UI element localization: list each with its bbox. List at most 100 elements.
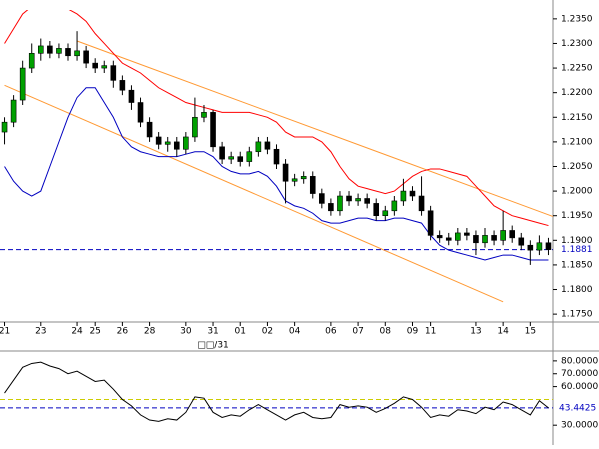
- x-tick-label: 26: [117, 327, 129, 337]
- candle-body: [328, 203, 334, 212]
- candle-body: [373, 203, 380, 217]
- candle-body: [56, 48, 62, 54]
- x-tick-label: 25: [89, 327, 100, 337]
- current-price-box: [555, 243, 599, 256]
- x-tick-label: 15: [525, 327, 536, 337]
- y-tick-label: 1.2250: [561, 64, 593, 74]
- candle-body: [346, 195, 352, 202]
- candle-body: [382, 210, 389, 217]
- candle-body: [391, 200, 398, 212]
- y-tick-label: 1.1800: [561, 285, 593, 295]
- candle-body: [509, 230, 516, 239]
- candle-body: [282, 163, 289, 182]
- x-tick-label: 31: [207, 327, 218, 337]
- oscillator-plot: [0, 361, 553, 422]
- candle-body: [146, 121, 153, 138]
- candle-body: [183, 136, 189, 150]
- candle-body: [337, 195, 343, 212]
- y-tick-label: 80.0000: [561, 356, 598, 366]
- candle-body: [482, 235, 488, 244]
- candle-body: [164, 141, 171, 145]
- oscillator-line: [4, 361, 549, 422]
- candle-body: [445, 237, 452, 241]
- candle-body: [400, 190, 407, 202]
- candle-body: [527, 244, 534, 251]
- y-tick-label: 1.2000: [561, 187, 593, 197]
- candle-body: [74, 50, 80, 57]
- y-tick-label: 1.2100: [561, 137, 593, 147]
- candle-body: [355, 198, 361, 202]
- candle-body: [1, 121, 8, 133]
- candle-body: [192, 116, 198, 138]
- candle-body: [65, 48, 71, 57]
- candle-body: [427, 210, 434, 236]
- candle-body: [155, 136, 162, 145]
- candle-body: [210, 112, 216, 148]
- y-tick-label: 1.1900: [561, 236, 593, 246]
- candle-body: [409, 190, 416, 197]
- candle-body: [473, 235, 479, 244]
- y-tick-label: 1.2300: [561, 39, 593, 49]
- y-tick-label: 30.0000: [561, 421, 598, 431]
- x-tick-label: 24: [71, 327, 83, 337]
- candle-body: [37, 45, 44, 54]
- x-tick-label: 13: [470, 327, 481, 337]
- y-tick-label: 1.2050: [561, 162, 593, 172]
- x-sublabel: □□/31: [197, 341, 229, 351]
- x-tick-label: 11: [425, 327, 436, 337]
- current-value-box: [555, 401, 599, 414]
- x-tick-label: 02: [262, 327, 273, 337]
- y-tick-label: 1.1950: [561, 211, 593, 221]
- candle-body: [300, 176, 307, 180]
- candle-body: [418, 195, 425, 212]
- x-tick-label: 21: [0, 327, 10, 337]
- candle-body: [10, 99, 17, 123]
- x-tick-label: 07: [352, 327, 363, 337]
- current-value-label: 43.4425: [559, 403, 596, 413]
- candle-body: [455, 232, 461, 241]
- candle-body: [273, 148, 280, 165]
- x-tick-label: 01: [235, 327, 246, 337]
- band-line: [4, 87, 549, 261]
- x-tick-label: 28: [144, 327, 156, 337]
- candle-body: [436, 235, 443, 239]
- y-tick-label: 1.1750: [561, 310, 593, 320]
- candle-body: [173, 141, 180, 150]
- candle-body: [364, 198, 370, 204]
- candle-body: [92, 62, 98, 69]
- candle-body: [545, 242, 552, 250]
- y-tick-label: 1.1850: [561, 260, 593, 270]
- candle-body: [137, 102, 144, 123]
- y-tick-label: 70.0000: [561, 369, 598, 379]
- candle-body: [491, 235, 497, 241]
- candle-body: [291, 178, 298, 182]
- y-tick-label: 1.2350: [561, 14, 593, 24]
- candle-body: [83, 50, 89, 64]
- candle-body: [536, 242, 543, 251]
- current-price-label: 1.1881: [561, 245, 593, 255]
- x-tick-label: 06: [325, 327, 337, 337]
- candle-body: [128, 89, 135, 103]
- axes: 1.1750 1.1800 1.1850 1.1900 1.1950 1.2000 1.20…: [0, 14, 599, 431]
- x-tick-label: 08: [380, 327, 392, 337]
- candle-body: [500, 230, 506, 241]
- candle-body: [228, 156, 234, 160]
- x-tick-label: 23: [35, 327, 46, 337]
- candle-body: [309, 176, 316, 194]
- candle-body: [201, 112, 207, 118]
- candle-body: [119, 80, 126, 91]
- x-tick-label: 14: [497, 327, 509, 337]
- axis-band: [0, 322, 553, 352]
- x-tick-label: 30: [180, 327, 192, 337]
- candle-body: [101, 65, 108, 69]
- candle-body: [518, 237, 525, 246]
- y-tick-label: 1.2200: [561, 88, 593, 98]
- candle-body: [246, 151, 253, 162]
- candle-body: [255, 141, 262, 153]
- candle-body: [319, 193, 325, 204]
- candle-body: [219, 146, 225, 160]
- candle-body: [110, 65, 117, 81]
- candle-body: [237, 156, 244, 162]
- price-plot: [0, 10, 553, 303]
